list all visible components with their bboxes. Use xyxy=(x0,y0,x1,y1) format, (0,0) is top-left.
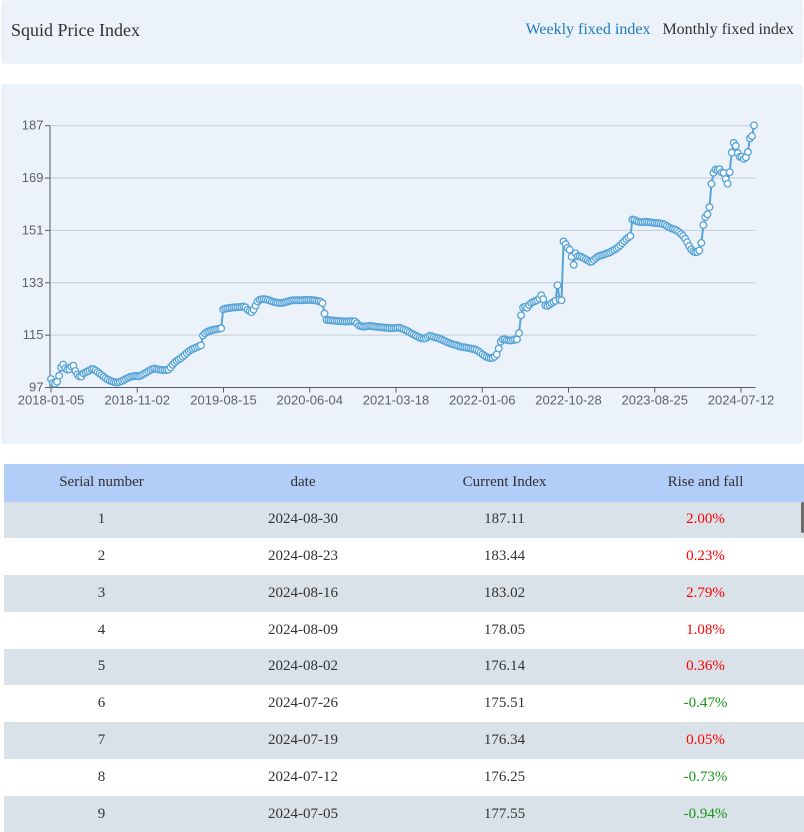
svg-text:2021-03-18: 2021-03-18 xyxy=(363,393,430,408)
svg-text:2024-07-12: 2024-07-12 xyxy=(708,393,775,408)
svg-text:187: 187 xyxy=(22,118,44,133)
svg-text:2018-01-05: 2018-01-05 xyxy=(18,393,85,408)
svg-text:2019-08-15: 2019-08-15 xyxy=(190,393,257,408)
svg-text:151: 151 xyxy=(22,222,44,237)
svg-text:2018-11-02: 2018-11-02 xyxy=(104,393,170,408)
svg-text:2020-06-04: 2020-06-04 xyxy=(277,393,344,408)
svg-text:2023-08-25: 2023-08-25 xyxy=(622,393,689,408)
svg-text:115: 115 xyxy=(23,327,44,342)
svg-text:133: 133 xyxy=(22,275,44,290)
svg-text:97: 97 xyxy=(29,380,43,395)
svg-text:2022-10-28: 2022-10-28 xyxy=(535,393,602,408)
svg-text:2022-01-06: 2022-01-06 xyxy=(449,393,516,408)
svg-text:169: 169 xyxy=(22,170,44,185)
